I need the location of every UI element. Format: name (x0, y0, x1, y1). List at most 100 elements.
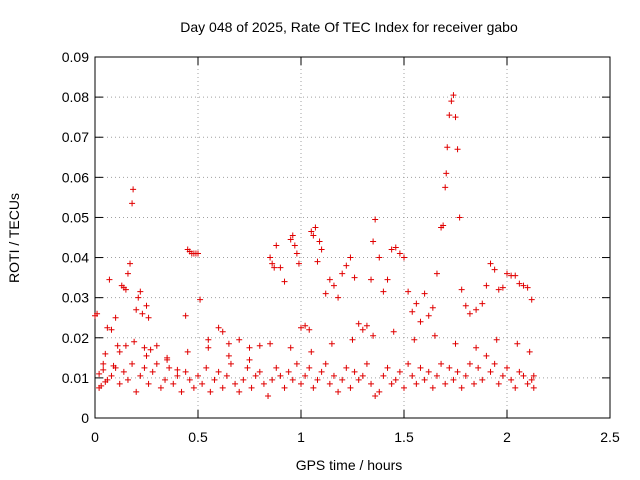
data-point (310, 232, 317, 239)
data-point (203, 364, 210, 371)
data-point (396, 368, 403, 375)
x-tick-label: 0 (91, 429, 99, 445)
data-point (388, 246, 395, 253)
data-point (225, 340, 232, 347)
data-point (147, 346, 154, 353)
data-point (452, 340, 459, 347)
data-point (306, 326, 313, 333)
data-point (302, 322, 309, 329)
data-point (124, 376, 131, 383)
data-point (355, 376, 362, 383)
data-point (252, 372, 259, 379)
data-point (326, 276, 333, 283)
data-point (318, 368, 325, 375)
data-point (401, 254, 407, 261)
data-point (129, 360, 136, 367)
x-tick-label: 1.5 (394, 429, 414, 445)
data-point (157, 384, 164, 391)
data-point (456, 214, 463, 221)
data-point (281, 384, 288, 391)
y-tick-label: 0.03 (62, 290, 89, 306)
data-point (417, 364, 424, 371)
y-tick-label: 0.09 (62, 49, 89, 65)
data-point (104, 376, 111, 383)
data-point (376, 388, 383, 395)
data-point (248, 384, 255, 391)
data-point (530, 372, 537, 379)
data-point (281, 278, 288, 285)
data-point (141, 344, 148, 351)
data-point (219, 328, 226, 335)
data-point (431, 332, 438, 339)
grid (95, 57, 610, 418)
data-point (236, 388, 243, 395)
data-point (409, 372, 416, 379)
data-point (526, 348, 533, 355)
data-point (298, 380, 304, 387)
data-point (227, 360, 234, 367)
data-point (291, 242, 298, 249)
data-point (112, 314, 119, 321)
data-point (452, 114, 459, 121)
data-point (520, 282, 527, 289)
data-point (308, 228, 315, 235)
data-point (493, 336, 500, 343)
data-point (106, 276, 113, 283)
y-tick-label: 0.02 (62, 330, 89, 346)
data-point (508, 376, 515, 383)
data-point (211, 376, 218, 383)
data-point (178, 388, 185, 395)
data-point (421, 376, 428, 383)
data-point (530, 384, 537, 391)
data-point (440, 222, 447, 229)
data-point (102, 350, 109, 357)
data-point (116, 348, 123, 355)
data-point (269, 376, 276, 383)
data-point (388, 380, 395, 387)
data-point (413, 300, 420, 307)
data-point (516, 280, 523, 287)
data-point (114, 342, 121, 349)
data-point (267, 340, 274, 347)
data-point (108, 326, 115, 333)
y-tick-label: 0 (81, 410, 89, 426)
data-point (277, 372, 284, 379)
data-point (384, 276, 391, 283)
data-point (273, 242, 280, 249)
data-point (195, 250, 201, 257)
data-point (429, 304, 436, 311)
data-point (442, 184, 449, 191)
data-point (328, 340, 335, 347)
data-point (108, 372, 115, 379)
data-point (135, 294, 142, 301)
data-point (133, 388, 140, 395)
data-point (392, 244, 399, 251)
data-point (287, 344, 294, 351)
data-point (335, 294, 342, 301)
data-point (285, 368, 292, 375)
data-point (370, 238, 377, 245)
data-point (277, 264, 284, 271)
data-point (390, 328, 397, 335)
data-point (223, 372, 230, 379)
data-point (528, 376, 535, 383)
data-point (462, 372, 469, 379)
data-point (335, 388, 342, 395)
data-point (524, 284, 531, 291)
data-point (273, 364, 280, 371)
data-point (528, 296, 535, 303)
data-point (401, 384, 407, 391)
data-point (244, 364, 251, 371)
data-point (384, 364, 391, 371)
data-point (170, 380, 177, 387)
data-point (433, 372, 440, 379)
data-point (479, 376, 486, 383)
data-point (153, 342, 160, 349)
data-point (442, 380, 449, 387)
data-point (318, 246, 325, 253)
x-tick-label: 2.5 (600, 429, 620, 445)
data-point (94, 310, 101, 317)
data-point (256, 368, 263, 375)
data-point (487, 260, 494, 267)
data-point (182, 368, 189, 375)
